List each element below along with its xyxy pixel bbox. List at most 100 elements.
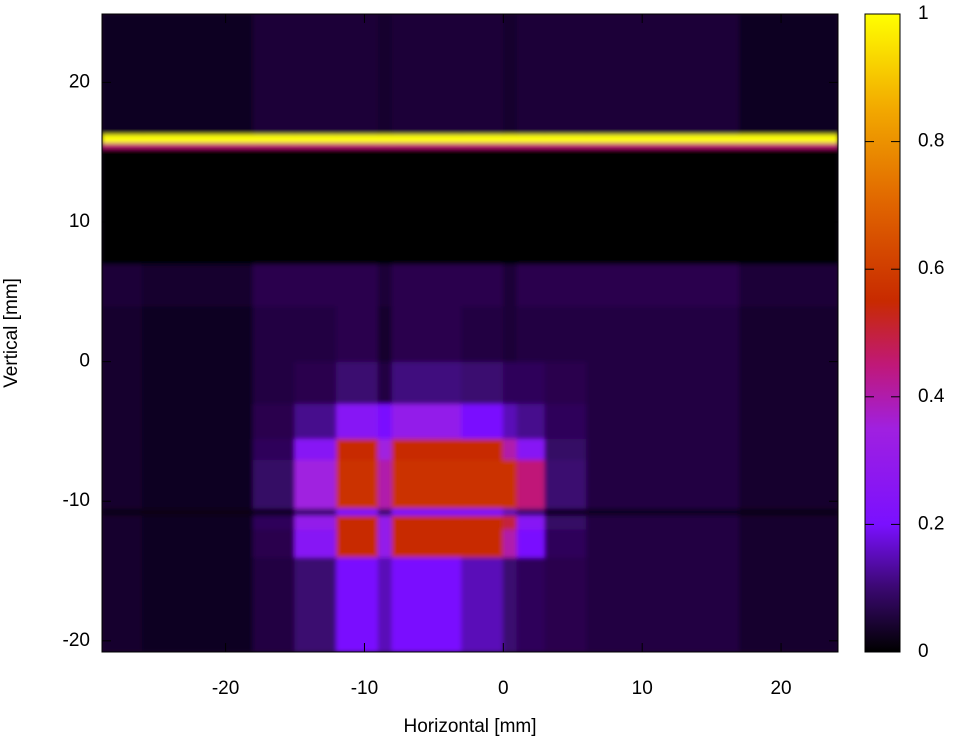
- heatmap-cell: [502, 263, 518, 307]
- heatmap-cell: [141, 133, 254, 143]
- heatmap-cell: [377, 437, 393, 460]
- y-axis-label: Vertical [mm]: [1, 278, 22, 388]
- heatmap-cell: [738, 147, 838, 265]
- heatmap-cell: [391, 556, 463, 652]
- heatmap-cell: [391, 305, 463, 363]
- heatmap-cell: [377, 403, 393, 439]
- heatmap-cell: [391, 403, 463, 439]
- heatmap-cell: [294, 528, 338, 558]
- heatmap-cell: [461, 14, 504, 135]
- heatmap-cell: [336, 458, 379, 509]
- heatmap-cell: [377, 507, 393, 516]
- heatmap-cell: [141, 263, 254, 307]
- heatmap-cell: [738, 437, 838, 460]
- heatmap-cell: [377, 133, 393, 143]
- heatmap-cell: [738, 305, 838, 363]
- heatmap-cell: [516, 133, 546, 143]
- heatmap-cell: [102, 305, 143, 363]
- heatmap-cell: [738, 507, 838, 516]
- heatmap-cell: [586, 403, 740, 439]
- heatmap-cell: [502, 556, 518, 652]
- heatmap-cell: [294, 556, 338, 652]
- heatmap-cell: [502, 437, 518, 460]
- heatmap-cell: [294, 263, 338, 307]
- heatmap-cell: [102, 507, 143, 516]
- heatmap-cell: [336, 556, 379, 652]
- heatmap-cell: [141, 556, 254, 652]
- heatmap-cell: [544, 263, 588, 307]
- heatmap-cell: [502, 133, 518, 143]
- heatmap-cell: [586, 514, 740, 530]
- heatmap-cell: [738, 14, 838, 135]
- heatmap-cell: [502, 361, 518, 405]
- x-tick-label: 0: [498, 678, 509, 699]
- heatmap-cell: [141, 141, 254, 149]
- heatmap-cell: [252, 403, 296, 439]
- heatmap-cell: [502, 507, 518, 516]
- heatmap-cell: [544, 361, 588, 405]
- heatmap-cell: [336, 263, 379, 307]
- heatmap-cell: [294, 141, 338, 149]
- heatmap: [102, 14, 838, 652]
- heatmap-cell: [336, 514, 379, 530]
- heatmap-cell: [377, 528, 393, 558]
- heatmap-cell: [461, 514, 504, 530]
- colorbar-tick-label: 0.4: [918, 386, 945, 407]
- heatmap-cell: [544, 133, 588, 143]
- heatmap-cell: [391, 133, 463, 143]
- heatmap-cell: [377, 305, 393, 363]
- heatmap-cell: [461, 507, 504, 516]
- heatmap-cell: [252, 14, 296, 135]
- heatmap-cell: [252, 147, 296, 265]
- y-tick-label: -10: [63, 490, 90, 511]
- heatmap-cell: [391, 147, 463, 265]
- heatmap-cell: [252, 305, 296, 363]
- heatmap-cell: [461, 458, 504, 509]
- heatmap-cell: [586, 458, 740, 509]
- heatmap-cell: [502, 403, 518, 439]
- heatmap-cell: [102, 147, 143, 265]
- heatmap-cell: [544, 556, 588, 652]
- heatmap-cell: [141, 507, 254, 516]
- heatmap-cell: [502, 514, 518, 530]
- heatmap-cell: [141, 147, 254, 265]
- x-tick-label: 20: [770, 678, 791, 699]
- heatmap-cell: [516, 514, 546, 530]
- heatmap-cell: [738, 133, 838, 143]
- colorbar-tick-label: 0: [918, 641, 929, 662]
- heatmap-cell: [141, 403, 254, 439]
- heatmap-cell: [738, 556, 838, 652]
- heatmap-cell: [336, 147, 379, 265]
- heatmap-cell: [516, 556, 546, 652]
- heatmap-cell: [461, 147, 504, 265]
- heatmap-cell: [461, 437, 504, 460]
- heatmap-cell: [141, 361, 254, 405]
- heatmap-cell: [738, 361, 838, 405]
- heatmap-cell: [391, 514, 463, 530]
- heatmap-cell: [544, 305, 588, 363]
- x-tick-label: -10: [351, 678, 378, 699]
- heatmap-cell: [502, 305, 518, 363]
- heatmap-cell: [102, 437, 143, 460]
- heatmap-cell: [141, 437, 254, 460]
- heatmap-cell: [252, 556, 296, 652]
- heatmap-cell: [391, 361, 463, 405]
- heatmap-cell: [294, 507, 338, 516]
- heatmap-cell: [102, 14, 143, 135]
- colorbar-tick-label: 0.2: [918, 513, 944, 534]
- heatmap-cell: [586, 147, 740, 265]
- heatmap-cell: [516, 147, 546, 265]
- heatmap-cell: [336, 403, 379, 439]
- heatmap-cell: [461, 556, 504, 652]
- heatmap-cell: [544, 14, 588, 135]
- heatmap-cell: [516, 141, 546, 149]
- heatmap-cell: [738, 458, 838, 509]
- heatmap-cell: [102, 458, 143, 509]
- heatmap-cell: [586, 437, 740, 460]
- heatmap-cell: [336, 14, 379, 135]
- heatmap-cell: [141, 514, 254, 530]
- heatmap-cell: [544, 528, 588, 558]
- heatmap-cell: [391, 528, 463, 558]
- heatmap-cell: [294, 14, 338, 135]
